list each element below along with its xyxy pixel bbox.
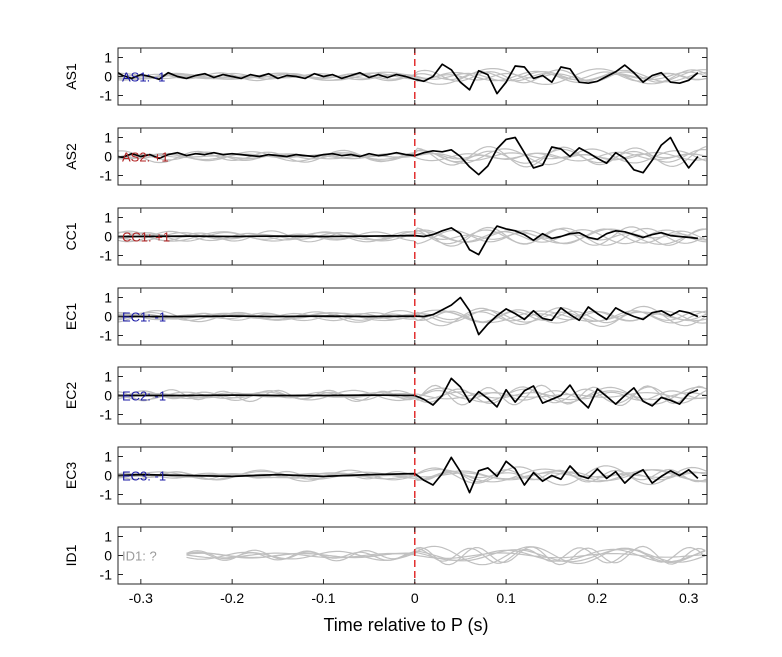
panel-plot-area xyxy=(118,456,707,494)
y-tick-label: -1 xyxy=(100,168,113,184)
y-tick-label: 1 xyxy=(104,529,112,545)
background-trace xyxy=(118,465,707,486)
x-tick-label: 0.2 xyxy=(588,590,608,606)
x-axis-label: Time relative to P (s) xyxy=(323,615,488,635)
y-tick-label: 0 xyxy=(104,149,112,165)
panel-annotation: EC2: -1 xyxy=(122,389,166,404)
trace-line xyxy=(118,296,699,336)
background-trace xyxy=(186,546,706,564)
panel-plot-area xyxy=(118,225,707,256)
panel-id1: ID1: ? -1 0 1 ID1 xyxy=(63,526,708,585)
x-tick-label: -0.1 xyxy=(311,590,335,606)
y-tick-label: 1 xyxy=(104,290,112,306)
y-axis-label: EC3 xyxy=(63,462,79,489)
y-tick-label: 1 xyxy=(104,50,112,66)
x-axis: -0.3 -0.2 -0.1 0 0.1 0.2 0.3 xyxy=(129,590,699,606)
y-tick-label: 0 xyxy=(104,69,112,85)
y-tick-label: -1 xyxy=(100,567,113,583)
y-axis-label: EC2 xyxy=(63,382,79,409)
panel-as2: AS2: +1 -1 0 1 AS2 xyxy=(63,127,708,186)
y-tick-label: 1 xyxy=(104,130,112,146)
panel-ec3: EC3: -1 -1 0 1 EC3 xyxy=(63,446,708,505)
trace-line xyxy=(118,377,699,409)
y-tick-label: 0 xyxy=(104,548,112,564)
panel-plot-area xyxy=(118,377,707,409)
y-tick-label: 0 xyxy=(104,388,112,404)
y-axis-label: AS1 xyxy=(63,63,79,90)
panel-annotation: AS2: +1 xyxy=(122,150,169,165)
trace-line xyxy=(118,456,699,494)
x-tick-label: -0.3 xyxy=(129,590,153,606)
panel-as1: AS1: -1 -1 0 1 AS1 xyxy=(63,47,708,106)
y-axis-label: EC1 xyxy=(63,303,79,330)
y-tick-label: -1 xyxy=(100,407,113,423)
x-tick-label: -0.2 xyxy=(220,590,244,606)
y-tick-label: 0 xyxy=(104,229,112,245)
y-tick-label: 1 xyxy=(104,369,112,385)
panel-frame xyxy=(117,526,708,585)
panel-plot-area xyxy=(186,545,706,566)
panel-annotation: CC1: +1 xyxy=(122,230,170,245)
x-tick-label: 0.1 xyxy=(496,590,516,606)
y-tick-label: -1 xyxy=(100,487,113,503)
background-trace xyxy=(186,548,706,563)
panel-ec2: EC2: -1 -1 0 1 EC2 xyxy=(63,366,708,425)
trace-line xyxy=(118,225,698,256)
background-trace xyxy=(118,228,707,245)
y-tick-label: -1 xyxy=(100,88,113,104)
y-tick-label: 1 xyxy=(104,210,112,226)
trace-line xyxy=(118,63,699,95)
panel-annotation: AS1: -1 xyxy=(122,70,165,85)
panel-plot-area xyxy=(118,63,707,95)
x-tick-label: 0.3 xyxy=(679,590,699,606)
panel-annotation: EC3: -1 xyxy=(122,469,166,484)
y-axis-label: AS2 xyxy=(63,143,79,170)
background-trace xyxy=(118,386,707,405)
panel-plot-area xyxy=(118,296,707,336)
y-tick-label: 0 xyxy=(104,309,112,325)
y-axis-label: ID1 xyxy=(63,544,79,566)
y-tick-label: -1 xyxy=(100,248,113,264)
background-trace xyxy=(118,309,707,324)
y-tick-label: 1 xyxy=(104,449,112,465)
background-trace xyxy=(186,545,706,566)
background-trace xyxy=(118,468,707,483)
y-axis-label: CC1 xyxy=(63,222,79,250)
panel-plot-area xyxy=(118,136,707,176)
y-tick-label: 0 xyxy=(104,468,112,484)
y-tick-label: -1 xyxy=(100,328,113,344)
x-tick-label: 0 xyxy=(411,590,419,606)
panel-ec1: EC1: -1 -1 0 1 EC1 xyxy=(63,287,708,346)
panel-cc1: CC1: +1 -1 0 1 CC1 xyxy=(63,207,708,266)
panel-annotation: EC1: -1 xyxy=(122,310,166,325)
panel-annotation: ID1: ? xyxy=(122,549,157,564)
trace-line xyxy=(118,136,699,176)
